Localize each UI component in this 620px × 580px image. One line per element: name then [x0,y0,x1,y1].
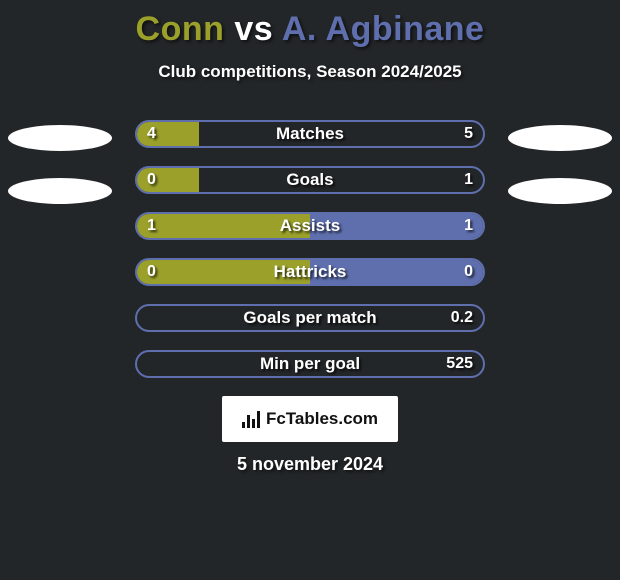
stat-value-player1: 4 [147,122,156,146]
brand-bars-icon [242,411,260,428]
stat-value-player2: 0.2 [451,306,473,330]
comparison-date: 5 november 2024 [0,454,620,475]
stat-rows: Matches45Goals01Assists11Hattricks00Goal… [135,120,485,378]
stat-label: Goals [137,168,483,192]
stat-value-player2: 1 [464,168,473,192]
stat-value-player2: 1 [464,214,473,238]
stat-value-player2: 0 [464,260,473,284]
brand-badge: FcTables.com [222,396,398,442]
stat-value-player2: 5 [464,122,473,146]
stat-row: Assists1 1 [135,212,485,240]
stat-label: Goals per match [137,306,483,330]
stat-value-player1: 1 [147,214,156,238]
brand-text: FcTables.com [266,409,378,429]
stat-value-player2: 525 [446,352,473,376]
stat-row: Hattricks0 0 [135,258,485,286]
stat-label: Assists [137,214,483,238]
stat-row: Min per goal525 [135,350,485,378]
comparison-title: Conn vs A. Agbinane [0,10,620,49]
player2-placeholder-ellipse [508,125,612,151]
player1-placeholder-ellipse [8,125,112,151]
stat-row: Matches4 5 [135,120,485,148]
stat-label: Matches [137,122,483,146]
title-player2: A. Agbinane [282,10,485,48]
comparison-chart: Matches45Goals01Assists11Hattricks00Goal… [0,120,620,396]
player1-placeholder-ellipse [8,178,112,204]
stat-row: Goals0 1 [135,166,485,194]
stat-label: Hattricks [137,260,483,284]
comparison-subtitle: Club competitions, Season 2024/2025 [0,62,620,82]
title-vs: vs [224,10,281,48]
stat-label: Min per goal [137,352,483,376]
stat-value-player1: 0 [147,168,156,192]
player2-placeholder-ellipse [508,178,612,204]
stat-value-player1: 0 [147,260,156,284]
stat-row: Goals per match0.2 [135,304,485,332]
title-player1: Conn [136,10,225,48]
